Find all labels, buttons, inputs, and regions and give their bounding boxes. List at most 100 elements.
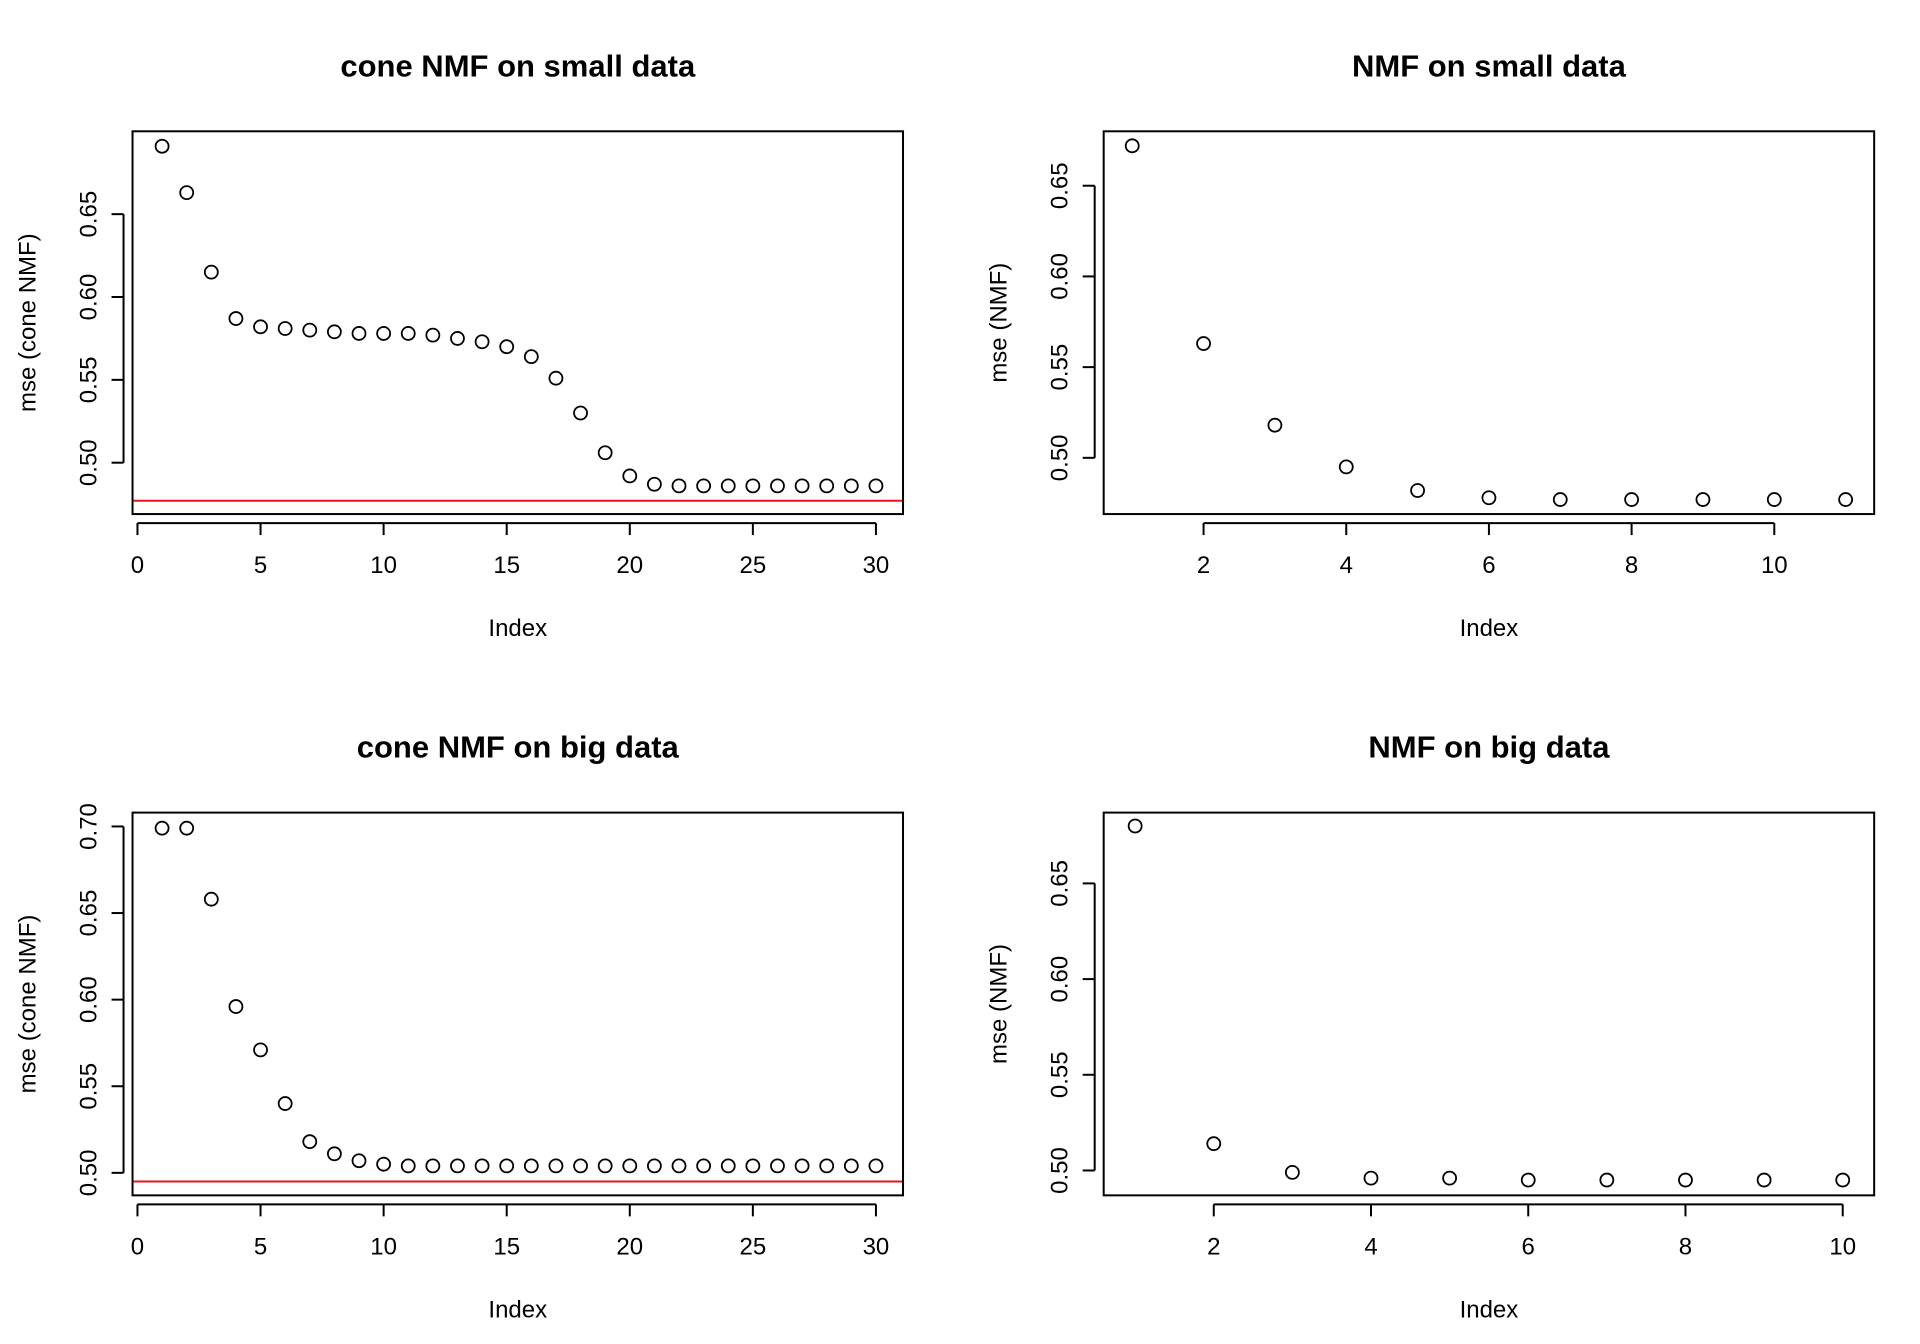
data-point [400, 326, 416, 341]
data-point [597, 1158, 613, 1174]
data-point [253, 319, 268, 335]
data-point [548, 370, 564, 386]
data-point [1835, 1172, 1851, 1188]
data-point [720, 478, 736, 494]
data-point [326, 324, 342, 340]
x-tick-label: 2 [1207, 1233, 1220, 1260]
data-point [253, 1042, 268, 1058]
data-point [351, 1153, 367, 1169]
y-tick-label: 0.50 [76, 1149, 103, 1196]
x-tick-label: 5 [254, 552, 267, 579]
x-tick-label: 6 [1482, 552, 1495, 579]
x-tick-label: 0 [131, 552, 144, 579]
y-tick-label: 0.55 [76, 1063, 103, 1110]
y-tick-label: 0.70 [76, 803, 103, 850]
data-point [868, 1158, 884, 1174]
x-tick-label: 5 [254, 1233, 267, 1260]
data-point [1766, 492, 1782, 507]
y-axis-label: mse (cone NMF) [15, 915, 42, 1094]
data-point [277, 321, 293, 336]
data-point [523, 1158, 539, 1174]
data-point [351, 326, 367, 341]
data-point [1127, 818, 1143, 834]
panel-nmf-small: NMF on small data Index mse (NMF) 2 4 6 8 10… [986, 48, 1876, 642]
x-tick-label: 8 [1625, 552, 1638, 579]
data-point [573, 405, 588, 421]
panel-cone-nmf-big: cone NMF on big data Index mse (cone NMF… [15, 730, 905, 1323]
y-tick-label: 0.65 [76, 191, 103, 238]
data-point [1695, 492, 1711, 507]
x-tick-label: 15 [493, 552, 520, 579]
data-point [1552, 492, 1568, 507]
x-axis-label: Index [1460, 1296, 1519, 1323]
data-point [302, 1134, 318, 1150]
data-point [1442, 1170, 1458, 1186]
chart-title: NMF on small data [1352, 48, 1627, 83]
data-point [376, 326, 392, 341]
plot-frame [1102, 130, 1876, 516]
data-point [1520, 1172, 1536, 1188]
x-tick-label: 10 [1761, 552, 1788, 579]
y-tick-label: 0.55 [76, 356, 103, 403]
y-axis-label: mse (NMF) [986, 944, 1013, 1064]
data-point [1267, 417, 1283, 433]
x-tick-label: 10 [1829, 1233, 1856, 1260]
data-point [425, 327, 441, 343]
data-point [277, 1096, 293, 1111]
data-point [646, 1158, 662, 1174]
data-point [819, 478, 835, 494]
y-tick-label: 0.65 [1047, 860, 1074, 907]
data-point [770, 478, 785, 494]
data-point [1624, 492, 1640, 507]
x-tick-label: 30 [863, 1233, 890, 1260]
data-point [1838, 492, 1854, 507]
y-tick-label: 0.50 [1047, 434, 1074, 481]
y-tick-label: 0.55 [1047, 1051, 1074, 1098]
data-point [302, 322, 318, 338]
data-point [1338, 459, 1354, 475]
data-point [376, 1156, 392, 1172]
data-point [1678, 1172, 1693, 1188]
data-point [425, 1158, 441, 1174]
data-point [671, 1158, 687, 1174]
x-axis-label: Index [488, 615, 547, 642]
data-point [450, 1158, 465, 1174]
y-tick-label: 0.65 [76, 890, 103, 937]
data-point [1124, 138, 1140, 154]
x-tick-label: 30 [863, 552, 890, 579]
y-tick-label: 0.50 [76, 439, 103, 486]
data-point [794, 1158, 810, 1174]
x-tick-label: 20 [616, 1233, 643, 1260]
data-point [523, 349, 539, 365]
data-point [1410, 483, 1425, 498]
data-point [843, 478, 859, 494]
x-tick-label: 10 [370, 1233, 397, 1260]
x-tick-label: 25 [740, 552, 767, 579]
data-point [1481, 490, 1497, 506]
data-point [843, 1158, 859, 1174]
x-axis-label: Index [1460, 615, 1519, 642]
x-tick-label: 2 [1197, 552, 1210, 579]
data-point [745, 478, 761, 494]
data-point [474, 1158, 490, 1174]
data-point [326, 1146, 342, 1162]
y-axis-label: mse (NMF) [986, 263, 1013, 383]
data-point [696, 478, 712, 494]
data-point [400, 1158, 416, 1174]
y-tick-label: 0.55 [1047, 344, 1074, 391]
y-tick-label: 0.60 [76, 274, 103, 321]
x-tick-label: 10 [370, 552, 397, 579]
data-point [228, 999, 244, 1014]
data-point [154, 820, 170, 836]
data-point [819, 1158, 835, 1174]
data-point [720, 1158, 736, 1174]
data-point [179, 185, 195, 201]
data-point [203, 891, 219, 907]
data-point [1599, 1172, 1615, 1188]
x-tick-label: 25 [740, 1233, 767, 1260]
x-tick-label: 8 [1679, 1233, 1692, 1260]
data-point [696, 1158, 712, 1174]
y-tick-label: 0.60 [1047, 253, 1074, 300]
data-point [474, 334, 490, 350]
